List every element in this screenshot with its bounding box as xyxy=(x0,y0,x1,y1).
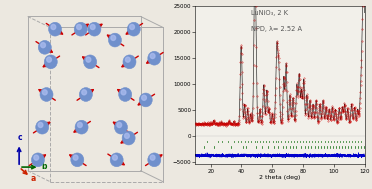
Text: LuNiO₃, 2 K: LuNiO₃, 2 K xyxy=(251,10,288,16)
Circle shape xyxy=(34,155,39,160)
Circle shape xyxy=(127,22,140,36)
Circle shape xyxy=(113,155,117,160)
Circle shape xyxy=(38,40,51,54)
Circle shape xyxy=(121,90,126,95)
Circle shape xyxy=(41,43,45,48)
Circle shape xyxy=(82,90,87,95)
Circle shape xyxy=(46,57,51,62)
Circle shape xyxy=(111,35,116,40)
Circle shape xyxy=(71,153,84,167)
Text: a: a xyxy=(31,174,36,183)
Circle shape xyxy=(84,55,97,69)
Circle shape xyxy=(142,95,147,100)
Circle shape xyxy=(88,22,101,36)
Circle shape xyxy=(123,55,136,69)
Circle shape xyxy=(148,153,161,167)
Circle shape xyxy=(44,55,57,69)
Circle shape xyxy=(119,88,132,101)
Circle shape xyxy=(32,153,44,167)
Circle shape xyxy=(36,120,49,134)
Circle shape xyxy=(77,24,81,29)
Circle shape xyxy=(90,24,95,29)
Circle shape xyxy=(73,155,78,160)
Text: NPD, λ= 2.52 A: NPD, λ= 2.52 A xyxy=(251,26,302,32)
Circle shape xyxy=(38,122,43,128)
Circle shape xyxy=(130,24,134,29)
Circle shape xyxy=(51,24,56,29)
Circle shape xyxy=(122,131,135,145)
Circle shape xyxy=(74,22,87,36)
Circle shape xyxy=(139,93,152,107)
Circle shape xyxy=(150,53,155,59)
Circle shape xyxy=(148,51,161,65)
Circle shape xyxy=(125,133,129,138)
Text: c: c xyxy=(17,133,22,142)
Circle shape xyxy=(115,120,128,134)
Circle shape xyxy=(110,153,123,167)
X-axis label: 2 theta (deg): 2 theta (deg) xyxy=(259,175,301,180)
Circle shape xyxy=(150,155,155,160)
Circle shape xyxy=(42,90,47,95)
Text: b: b xyxy=(41,162,47,171)
Circle shape xyxy=(40,88,53,101)
Circle shape xyxy=(117,122,122,128)
Circle shape xyxy=(86,57,91,62)
Circle shape xyxy=(77,122,82,128)
Circle shape xyxy=(109,33,121,47)
Circle shape xyxy=(75,120,88,134)
Circle shape xyxy=(49,22,61,36)
Circle shape xyxy=(125,57,130,62)
Circle shape xyxy=(79,88,92,101)
